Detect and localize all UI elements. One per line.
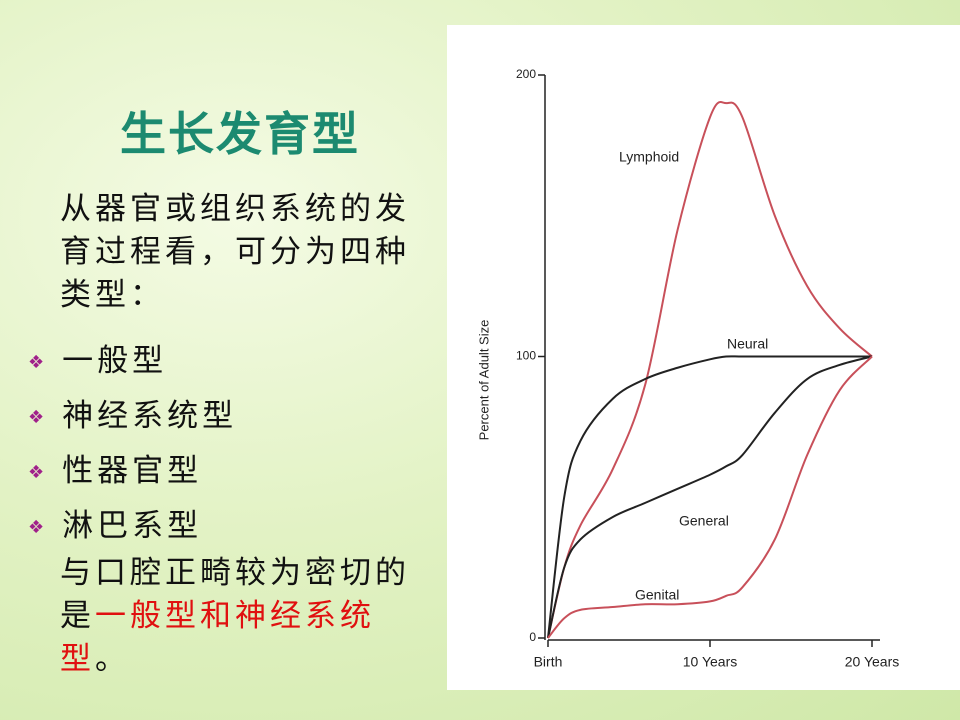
bullet-text: 性器官型: [62, 453, 203, 489]
bullet: ❖ 性器官型: [28, 453, 203, 489]
text: 是: [60, 598, 95, 634]
series-label: Genital: [635, 587, 679, 603]
x-tick-label: 20 Years: [845, 654, 900, 670]
slide-title: 生长发育型: [120, 107, 360, 161]
bullet: ❖ 神经系统型: [28, 398, 238, 434]
y-tick-label: 0: [529, 630, 536, 644]
chart: Percent of Adult Size 0 100 200 Birth 10 Yea…: [447, 25, 960, 690]
bullet-text: 一般型: [62, 343, 168, 379]
y-tick-label: 200: [516, 67, 536, 81]
series-line: [547, 355, 872, 639]
highlight: 一般型和神经系统型: [60, 598, 375, 677]
x-tick-label: Birth: [534, 654, 563, 670]
bullet: ❖ 一般型: [28, 343, 168, 379]
x-tick-label: 10 Years: [683, 654, 738, 670]
series-line: [547, 355, 873, 639]
series-line: [547, 355, 873, 639]
series-label: General: [679, 513, 729, 529]
intro: 从器官或组织系统的发育过程看，可分为四种类型：: [60, 191, 410, 313]
series-line: [547, 101, 873, 639]
series-label: Lymphoid: [619, 149, 679, 165]
bullet: ❖ 淋巴系型: [28, 508, 203, 544]
bullet-text: 淋巴系型: [62, 508, 203, 544]
text: 。: [95, 641, 130, 677]
y-axis-label: Percent of Adult Size: [476, 320, 491, 441]
y-tick-label: 100: [516, 349, 536, 363]
series-label: Neural: [727, 336, 768, 352]
text: 与口腔正畸较为密切的: [60, 555, 410, 591]
conclusion: 与口腔正畸较为密切的 是一般型和神经系统型。: [60, 552, 440, 681]
bullet-text: 神经系统型: [62, 398, 238, 434]
